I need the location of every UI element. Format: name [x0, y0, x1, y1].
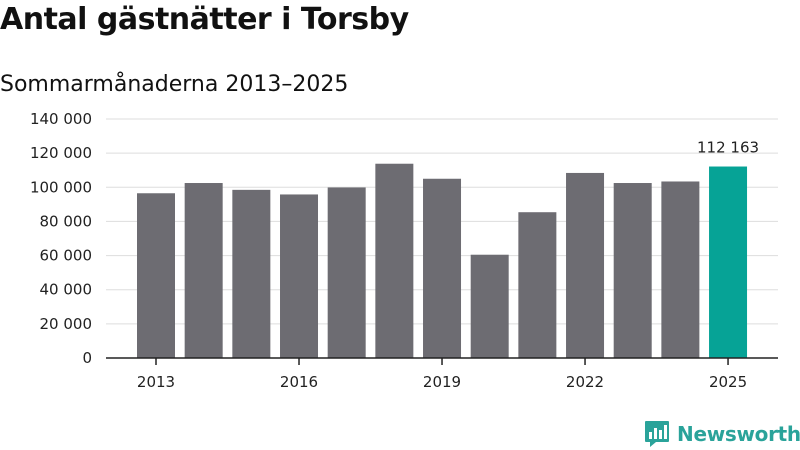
x-axis: 2013 2016 2019 2022 2025 [106, 357, 778, 391]
bar-2013 [137, 193, 175, 358]
y-tick-label: 60 000 [40, 247, 93, 265]
data-labels: 112 163 [697, 139, 759, 157]
y-tick-label: 0 [82, 349, 92, 367]
x-tick-label: 2016 [280, 373, 318, 391]
bar-2017 [327, 187, 366, 358]
bar-chart-speech-bubble-icon [645, 421, 669, 447]
chart-title: Antal gästnätter i Torsby [0, 2, 409, 37]
bar-2018 [375, 163, 414, 358]
bars [137, 163, 748, 358]
x-tick-label: 2019 [423, 373, 461, 391]
x-tick-label: 2025 [709, 373, 747, 391]
bar-2023 [613, 183, 652, 358]
brand-name: Newsworthy [677, 422, 800, 446]
bar-2014 [184, 183, 223, 358]
y-tick-label: 40 000 [40, 281, 93, 299]
bar-2015 [232, 189, 271, 358]
bar-2022 [566, 172, 605, 358]
newsworthy-logo: Newsworthy [644, 418, 800, 450]
bar-2020 [470, 254, 509, 358]
bar-2024 [661, 181, 700, 358]
bar-2021 [518, 212, 557, 358]
y-tick-label: 120 000 [30, 144, 92, 162]
data-label-2025: 112 163 [697, 139, 759, 157]
y-tick-label: 80 000 [40, 212, 93, 230]
y-tick-label: 20 000 [40, 315, 93, 333]
chart-subtitle: Sommarmånaderna 2013–2025 [0, 72, 349, 97]
x-tick-label: 2013 [137, 373, 175, 391]
bar-2025 [709, 166, 748, 358]
bar-2016 [280, 194, 319, 358]
bar-2019 [423, 178, 462, 358]
y-axis-ticks: 0 20 000 40 000 60 000 80 000 100 000 120 000 1… [30, 110, 92, 367]
x-tick-label: 2022 [566, 373, 604, 391]
y-tick-label: 140 000 [30, 110, 92, 128]
bar-chart: 0 20 000 40 000 60 000 80 000 100 000 120 000 1… [30, 110, 778, 391]
y-tick-label: 100 000 [30, 178, 92, 196]
